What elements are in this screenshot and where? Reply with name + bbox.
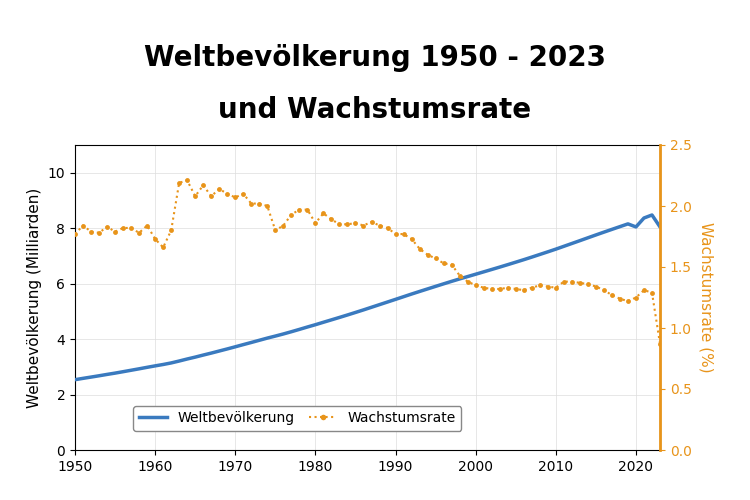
Weltbevölkerung [399,294,408,300]
Wachstumsrate [399,231,408,237]
Weltbevölkerung [70,376,80,382]
Text: und Wachstumsrate: und Wachstumsrate [218,96,532,124]
Wachstumsrate [407,236,416,242]
Wachstumsrate [656,341,664,347]
Line: Wachstumsrate: Wachstumsrate [73,178,662,346]
Wachstumsrate [207,193,216,199]
Weltbevölkerung [391,296,400,302]
Wachstumsrate [70,231,80,237]
Y-axis label: Wachstumsrate (%): Wachstumsrate (%) [699,222,714,373]
Wachstumsrate [199,182,208,188]
Wachstumsrate [608,292,616,298]
Weltbevölkerung [599,229,608,235]
Wachstumsrate [183,178,192,184]
Wachstumsrate [271,228,280,234]
Line: Weltbevölkerung: Weltbevölkerung [75,215,660,380]
Legend: Weltbevölkerung, Wachstumsrate: Weltbevölkerung, Wachstumsrate [134,406,461,431]
Weltbevölkerung [262,335,272,341]
Weltbevölkerung [199,352,208,358]
Weltbevölkerung [656,224,664,230]
Weltbevölkerung [190,354,200,360]
Weltbevölkerung [647,212,656,218]
Text: Weltbevölkerung 1950 - 2023: Weltbevölkerung 1950 - 2023 [144,44,606,72]
Y-axis label: Weltbevölkerung (Milliarden): Weltbevölkerung (Milliarden) [27,188,42,408]
